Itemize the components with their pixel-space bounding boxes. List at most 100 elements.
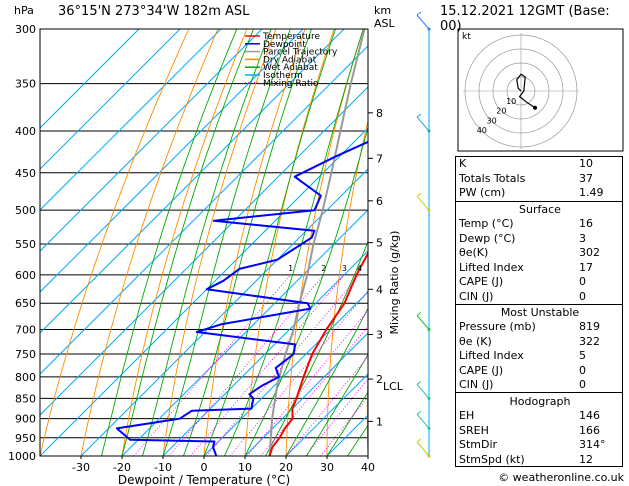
isotherm-line xyxy=(80,168,368,456)
row-label: Temp (°C) xyxy=(459,217,514,230)
wind-barb-flag xyxy=(416,11,422,16)
mixing-ratio-label: 1 xyxy=(288,264,293,273)
wind-barb-flag xyxy=(416,113,422,118)
footer-credit[interactable]: © weatheronline.co.uk xyxy=(498,471,624,484)
wind-barb-dot xyxy=(427,208,431,212)
wind-barb-flag xyxy=(416,380,422,385)
pressure-tick-label: 500 xyxy=(15,204,36,217)
row-label: Dewp (°C) xyxy=(459,231,516,245)
asl-label: ASL xyxy=(374,17,395,30)
wind-barb xyxy=(416,315,430,330)
pressure-tick-label: 900 xyxy=(15,413,36,426)
hodograph-box xyxy=(455,392,623,467)
wet-adiabat xyxy=(162,29,291,456)
x-tick-label: 0 xyxy=(201,461,208,474)
wind-barb-dot xyxy=(427,129,431,133)
row-value: 314° xyxy=(579,438,606,451)
wind-barb-flag xyxy=(416,410,422,415)
hodograph-unit-label: kt xyxy=(462,32,471,42)
hodo-row: EH 146 xyxy=(455,409,625,424)
isotherm-line xyxy=(162,250,368,456)
row-value: 819 xyxy=(579,320,600,333)
wind-barb-dot xyxy=(427,426,431,430)
isotherm-line xyxy=(40,29,304,293)
x-tick-label: 20 xyxy=(279,461,293,474)
row-value: 0 xyxy=(579,289,586,303)
indices-table: K 10 Totals Totals 37 PW (cm) 1.49 xyxy=(455,157,625,201)
legend-label: Parcel Trajectory xyxy=(263,48,338,58)
x-tick-label: -30 xyxy=(72,461,90,474)
row-value: 166 xyxy=(579,423,600,437)
hodograph-endpoint xyxy=(533,105,537,110)
wind-barb xyxy=(416,414,430,429)
row-label: SREH xyxy=(459,423,489,437)
pressure-tick-label: 800 xyxy=(15,371,36,384)
x-tick-label: -10 xyxy=(154,461,172,474)
pressure-tick-label: 850 xyxy=(15,392,36,405)
index-row: Totals Totals 37 xyxy=(455,172,625,187)
index-row: K 10 xyxy=(455,157,625,172)
surface-row: Dewp (°C) 3 xyxy=(455,232,625,247)
lcl-label: LCL xyxy=(383,380,404,393)
surface-table: Temp (°C) 16 Dewp (°C) 3 θe(K) 302 Lifted I… xyxy=(455,217,625,304)
wind-barb xyxy=(416,116,430,132)
wind-barbs xyxy=(416,11,431,458)
wind-barb-dot xyxy=(427,27,431,31)
isotherm-line xyxy=(121,209,368,456)
wet-adiabat xyxy=(326,391,368,456)
wind-barb xyxy=(416,441,430,457)
mu-row: CIN (J) 0 xyxy=(455,378,625,393)
hodograph-ring-label: 30 xyxy=(487,116,497,125)
isotherm-line xyxy=(40,45,368,375)
wet-adiabat xyxy=(183,29,312,456)
surface-row: CIN (J) 0 xyxy=(455,290,625,305)
row-value: 146 xyxy=(579,409,600,422)
dry-adiabat xyxy=(121,29,248,456)
pressure-tick-label: 750 xyxy=(15,348,36,361)
row-label: CAPE (J) xyxy=(459,363,504,377)
x-tick-label: -20 xyxy=(113,461,131,474)
row-value: 12 xyxy=(579,452,593,466)
wind-barb-dot xyxy=(427,396,431,400)
wind-barb-dot xyxy=(427,454,431,458)
location-title: 36°15'N 273°34'W 182m ASL xyxy=(58,4,250,19)
row-value: 0 xyxy=(579,378,586,391)
wind-barb-flag xyxy=(416,438,422,443)
wet-adiabat xyxy=(203,29,336,456)
mu-row: θe (K) 322 xyxy=(455,335,625,350)
hodograph-ring-label: 20 xyxy=(496,107,506,116)
isotherm-line xyxy=(40,86,368,416)
row-label: CIN (J) xyxy=(459,289,494,303)
hodo-row: SREH 166 xyxy=(455,424,625,439)
index-label: K xyxy=(459,157,467,170)
isotherm-line xyxy=(244,332,368,456)
row-value: 5 xyxy=(579,349,586,362)
wind-barb xyxy=(416,384,430,399)
index-value: 1.49 xyxy=(579,186,604,199)
wet-adiabat xyxy=(306,353,368,456)
hodograph-ring-label: 40 xyxy=(477,126,487,135)
mixing-ratio-line xyxy=(190,274,345,456)
surface-row: Temp (°C) 16 xyxy=(455,217,625,232)
row-label: Pressure (mb) xyxy=(459,320,536,333)
row-value: 322 xyxy=(579,334,600,348)
pressure-tick-label: 550 xyxy=(15,238,36,251)
dry-adiabat xyxy=(40,29,190,456)
surface-row: CAPE (J) 0 xyxy=(455,275,625,290)
hodograph-trace xyxy=(516,73,536,109)
mixing-ratio-label: 2 xyxy=(321,264,326,273)
mixing-ratio-line xyxy=(133,274,291,456)
km-tick-label: 3 xyxy=(376,329,383,342)
isotherm-line xyxy=(40,127,368,456)
km-tick-label: 5 xyxy=(376,237,383,250)
row-label: StmDir xyxy=(459,438,498,451)
row-label: θe(K) xyxy=(459,246,489,259)
hodograph-frame xyxy=(457,28,624,152)
row-label: Lifted Index xyxy=(459,349,524,362)
wind-barb xyxy=(416,195,430,211)
row-value: 0 xyxy=(579,363,586,377)
wet-adiabat xyxy=(285,307,368,456)
wet-adiabat xyxy=(121,29,254,456)
parcel-trajectory xyxy=(268,29,366,456)
